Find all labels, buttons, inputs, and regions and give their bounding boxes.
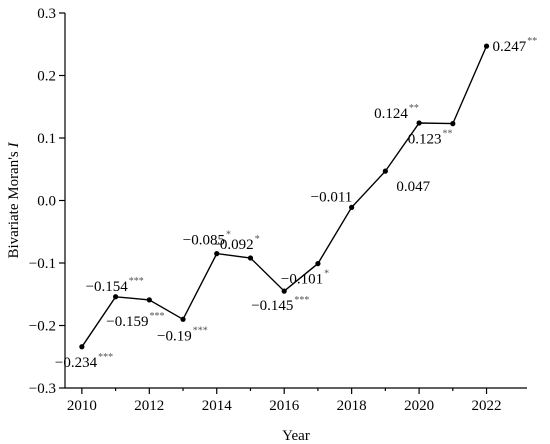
y-axis-title: Bivariate Moran's I xyxy=(6,141,22,258)
data-point xyxy=(349,204,355,210)
data-point xyxy=(146,297,152,303)
significance-marker: *** xyxy=(193,325,208,336)
data-label: −0.154*** xyxy=(86,276,144,295)
x-tick-label: 2012 xyxy=(134,398,164,414)
data-point xyxy=(450,121,456,127)
data-point xyxy=(483,43,490,49)
data-label: −0.145*** xyxy=(251,295,309,314)
x-tick-label: 2020 xyxy=(404,398,434,414)
y-tick-label: 0.1 xyxy=(37,131,56,147)
y-axis-title-text: Bivariate Moran's xyxy=(6,147,22,258)
x-tick-label: 2016 xyxy=(269,398,300,414)
data-label: −0.159*** xyxy=(106,311,164,330)
significance-marker: ** xyxy=(409,103,419,114)
y-tick-label: −0.2 xyxy=(29,319,56,335)
y-tick-label: 0.2 xyxy=(37,69,56,85)
data-point xyxy=(382,168,388,174)
data-point xyxy=(180,316,186,322)
x-tick-label: 2014 xyxy=(202,398,233,414)
data-label: −0.101* xyxy=(281,269,329,288)
y-axis-title-italic: I xyxy=(6,141,22,148)
data-label: 0.247** xyxy=(493,36,538,55)
significance-marker: *** xyxy=(129,276,144,287)
significance-marker: ** xyxy=(527,36,537,47)
y-tick-label: 0.0 xyxy=(37,194,56,210)
y-tick-label: −0.3 xyxy=(29,381,56,397)
y-tick-label: −0.1 xyxy=(29,256,56,272)
data-label: 0.047 xyxy=(396,179,430,195)
significance-marker: * xyxy=(226,230,231,241)
data-label: −0.085* xyxy=(183,230,231,249)
significance-marker: * xyxy=(324,269,329,280)
axes: −0.3 −0.2 −0.1 0.0 0.1 0.2 0.3 2010 2012 2014 2016… xyxy=(29,6,527,414)
data-label: −0.234*** xyxy=(55,352,113,371)
y-tick-label: 0.3 xyxy=(37,6,56,22)
significance-marker: *** xyxy=(150,311,165,322)
data-labels-group: −0.234*** −0.154*** −0.159***−0.19*** −0.08… xyxy=(55,36,537,371)
data-point xyxy=(315,261,321,267)
data-point xyxy=(247,255,254,261)
data-point xyxy=(416,120,422,126)
data-label: 0.123** xyxy=(408,129,453,148)
significance-marker: *** xyxy=(98,352,113,363)
series-group xyxy=(79,43,490,350)
data-point xyxy=(281,288,287,294)
x-tick-label: 2022 xyxy=(472,398,502,414)
x-tick-label: 2018 xyxy=(337,398,367,414)
data-label: −0.19*** xyxy=(157,325,208,344)
data-point xyxy=(214,251,220,257)
data-point xyxy=(79,344,85,350)
significance-marker: *** xyxy=(294,295,309,306)
data-label: −0.011 xyxy=(311,189,353,205)
x-tick-label: 2010 xyxy=(67,398,97,414)
significance-marker: * xyxy=(255,234,260,245)
x-axis-title: Year xyxy=(282,428,310,444)
data-label: −0.092* xyxy=(211,234,259,253)
data-label: 0.124** xyxy=(374,103,419,122)
significance-marker: ** xyxy=(443,129,453,140)
data-point xyxy=(112,294,119,300)
